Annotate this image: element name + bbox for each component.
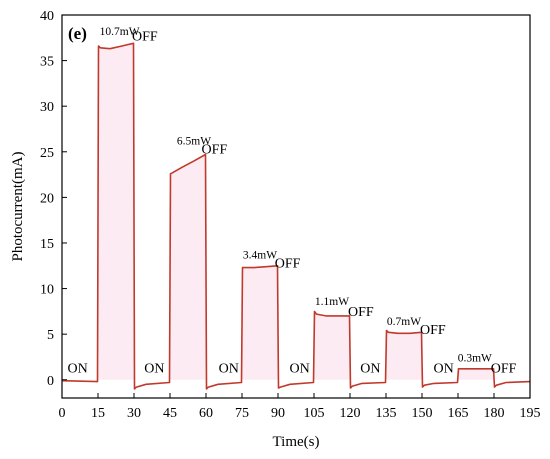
y-tick-label: 20	[40, 191, 54, 206]
annotation-label: OFF	[348, 305, 374, 320]
y-tick-label: 35	[40, 55, 54, 70]
annotation-label: 0.7mW	[387, 316, 421, 328]
plot-area	[61, 42, 531, 390]
y-tick-label: 15	[40, 237, 54, 252]
annotations: ON10.7mWOFFON6.5mWOFFON3.4mWOFFON1.1mWOF…	[67, 26, 516, 376]
x-tick-label: 180	[484, 406, 505, 421]
annotation-label: ON	[289, 361, 309, 376]
x-tick-label: 120	[340, 406, 361, 421]
y-tick-label: 40	[40, 9, 54, 24]
annotation-label: OFF	[275, 257, 301, 272]
x-tick-label: 165	[448, 406, 469, 421]
annotation-label: 0.3mW	[458, 353, 492, 365]
annotation-label: 10.7mW	[100, 26, 140, 38]
x-tick-label: 195	[520, 406, 541, 421]
y-tick-label: 0	[47, 374, 54, 389]
annotation-label: OFF	[132, 30, 158, 45]
annotation-label: ON	[144, 361, 164, 376]
annotation-label: OFF	[491, 361, 517, 376]
annotation-label: OFF	[202, 143, 228, 158]
x-tick-label: 90	[271, 406, 285, 421]
x-tick-label: 135	[376, 406, 397, 421]
axes-frame	[61, 14, 531, 399]
x-axis-title: Time(s)	[273, 434, 320, 450]
y-tick-label: 25	[40, 146, 54, 161]
y-tick-label: 10	[40, 283, 54, 298]
y-axis-title: Photocurrent(mA)	[10, 152, 26, 262]
axis-ticks	[61, 14, 531, 398]
y-tick-label: 30	[40, 100, 54, 115]
x-tick-label: 60	[199, 406, 213, 421]
y-tick-label: 5	[47, 328, 54, 343]
x-tick-label: 30	[127, 406, 141, 421]
photocurrent-line	[61, 42, 531, 390]
annotation-label: ON	[433, 361, 453, 376]
annotation-label: 3.4mW	[243, 249, 277, 261]
annotation-label: 6.5mW	[177, 135, 211, 147]
x-tick-label: 15	[91, 406, 105, 421]
x-tick-label: 75	[235, 406, 249, 421]
x-tick-label: 105	[304, 406, 325, 421]
x-tick-label: 45	[163, 406, 177, 421]
tick-labels: 0 15 30 45 60 75 90 105 120 135 150 165 180 195 0 5 10 15…	[40, 9, 541, 421]
annotation-label: ON	[360, 361, 380, 376]
annotation-label: ON	[67, 361, 87, 376]
response-shading	[62, 43, 530, 380]
annotation-label: 1.1mW	[315, 296, 349, 308]
x-tick-label: 150	[412, 406, 433, 421]
annotation-label: OFF	[420, 323, 446, 338]
annotation-label: ON	[219, 361, 239, 376]
x-tick-label: 0	[59, 406, 66, 421]
panel-label: (e)	[68, 24, 87, 43]
